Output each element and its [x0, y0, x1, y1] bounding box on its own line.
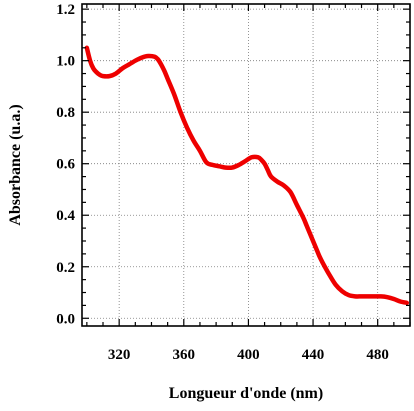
y-tick-label: 1.2 [56, 2, 75, 18]
grid-lines [82, 4, 410, 326]
x-tick-label: 400 [237, 347, 260, 363]
x-tick-label: 360 [173, 347, 196, 363]
y-tick-label: 1.0 [56, 54, 75, 70]
tick-labels: 320 360 400 440 480 0.0 0.2 0.4 0.6 0.8 1.0 1.2 [56, 2, 389, 363]
y-tick-label: 0.8 [56, 105, 75, 121]
x-axis-label: Longueur d'onde (nm) [169, 385, 323, 402]
x-tick-label: 320 [108, 347, 131, 363]
y-tick-label: 0.0 [56, 311, 75, 327]
plot-frame [81, 3, 411, 327]
x-tick-label: 440 [302, 347, 325, 363]
absorbance-series-line [84, 45, 410, 306]
y-tick-label: 0.6 [56, 157, 75, 173]
y-tick-label: 0.4 [56, 208, 75, 224]
y-tick-label: 0.2 [56, 260, 75, 276]
axis-ticks [82, 4, 411, 326]
series-layer [84, 45, 410, 306]
y-axis-label: Absorbance (u.a.) [7, 104, 24, 225]
x-tick-label: 480 [366, 347, 389, 363]
